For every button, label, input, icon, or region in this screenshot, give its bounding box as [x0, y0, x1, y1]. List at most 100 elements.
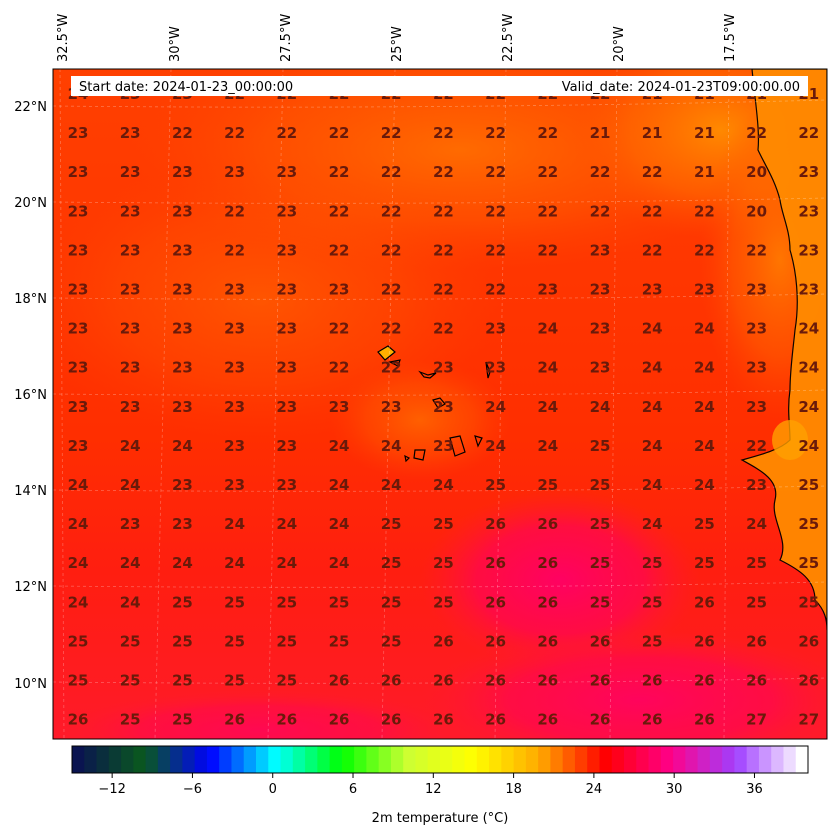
- grid-value: 23: [798, 281, 819, 299]
- grid-value: 24: [798, 320, 819, 338]
- longitude-label: 27.5°W: [279, 14, 294, 62]
- grid-value: 23: [172, 281, 193, 299]
- latitude-label: 20°N: [14, 196, 47, 211]
- grid-value: 25: [485, 476, 506, 494]
- grid-value: 24: [485, 398, 506, 416]
- grid-value: 23: [276, 476, 297, 494]
- grid-value: 24: [798, 437, 819, 455]
- grid-value: 25: [798, 554, 819, 572]
- grid-value: 27: [798, 711, 819, 729]
- grid-value: 22: [590, 202, 611, 220]
- grid-value: 23: [433, 437, 454, 455]
- grid-value: 23: [68, 124, 89, 142]
- grid-value: 24: [68, 554, 89, 572]
- grid-value: 26: [433, 711, 454, 729]
- latitude-label: 18°N: [14, 292, 47, 307]
- grid-value: 26: [485, 515, 506, 533]
- grid-value: 25: [433, 515, 454, 533]
- grid-value: 22: [381, 320, 402, 338]
- grid-value: 23: [433, 398, 454, 416]
- grid-value: 26: [485, 554, 506, 572]
- grid-value: 22: [329, 320, 350, 338]
- grid-value: 23: [224, 398, 245, 416]
- grid-value: 22: [694, 241, 715, 259]
- grid-value: 22: [746, 241, 767, 259]
- grid-value: 26: [329, 711, 350, 729]
- grid-value: 24: [537, 437, 558, 455]
- grid-value: 21: [642, 124, 663, 142]
- latitude-label: 16°N: [14, 388, 47, 403]
- grid-value: 23: [120, 202, 141, 220]
- grid-value: 23: [120, 241, 141, 259]
- grid-value: 22: [798, 124, 819, 142]
- grid-value: 25: [694, 554, 715, 572]
- grid-value: 23: [746, 359, 767, 377]
- grid-value: 24: [276, 554, 297, 572]
- grid-value: 25: [642, 554, 663, 572]
- grid-value: 23: [172, 202, 193, 220]
- grid-value: 26: [537, 554, 558, 572]
- grid-value: 26: [590, 711, 611, 729]
- grid-value: 23: [798, 241, 819, 259]
- grid-value: 22: [746, 437, 767, 455]
- grid-value: 25: [642, 593, 663, 611]
- grid-value: 24: [120, 554, 141, 572]
- grid-value: 25: [798, 515, 819, 533]
- grid-value: 25: [224, 593, 245, 611]
- colorbar-tick-label: 6: [349, 782, 357, 797]
- grid-value: 24: [485, 437, 506, 455]
- grid-value: 25: [381, 632, 402, 650]
- grid-value: 22: [746, 124, 767, 142]
- grid-value: 24: [798, 359, 819, 377]
- grid-value: 25: [746, 554, 767, 572]
- grid-value: 24: [329, 515, 350, 533]
- grid-value: 22: [537, 241, 558, 259]
- grid-value: 26: [590, 672, 611, 690]
- grid-value: 23: [381, 398, 402, 416]
- grid-value: 24: [172, 437, 193, 455]
- grid-value: 24: [537, 320, 558, 338]
- grid-value: 24: [120, 593, 141, 611]
- colorbar-tick-label: 30: [666, 782, 683, 797]
- grid-value: 26: [537, 672, 558, 690]
- grid-value: 25: [276, 672, 297, 690]
- grid-value: 22: [485, 241, 506, 259]
- grid-value: 25: [276, 632, 297, 650]
- grid-value: 24: [537, 359, 558, 377]
- grid-value: 22: [642, 202, 663, 220]
- grid-value: 23: [590, 359, 611, 377]
- grid-value: 23: [276, 398, 297, 416]
- grid-value: 26: [642, 711, 663, 729]
- colorbar-tick-label: −6: [183, 782, 202, 797]
- grid-value: 23: [329, 398, 350, 416]
- grid-value: 26: [485, 632, 506, 650]
- grid-value: 23: [276, 359, 297, 377]
- grid-value: 24: [694, 320, 715, 338]
- grid-value: 25: [537, 476, 558, 494]
- grid-value: 25: [642, 632, 663, 650]
- grid-value: 22: [381, 241, 402, 259]
- grid-value: 25: [381, 554, 402, 572]
- grid-value: 23: [433, 359, 454, 377]
- grid-value: 23: [590, 241, 611, 259]
- grid-value: 23: [276, 281, 297, 299]
- latitude-label: 22°N: [14, 100, 47, 115]
- grid-value: 23: [798, 202, 819, 220]
- grid-value: 23: [276, 241, 297, 259]
- grid-value: 26: [537, 515, 558, 533]
- grid-value: 23: [485, 320, 506, 338]
- grid-value: 23: [746, 398, 767, 416]
- grid-value: 25: [329, 593, 350, 611]
- grid-value: 25: [172, 711, 193, 729]
- grid-value: 25: [381, 515, 402, 533]
- grid-value: 25: [276, 593, 297, 611]
- grid-value: 26: [381, 672, 402, 690]
- grid-value: 26: [798, 632, 819, 650]
- grid-value: 23: [224, 163, 245, 181]
- grid-value: 25: [120, 711, 141, 729]
- grid-value: 22: [329, 163, 350, 181]
- grid-value: 23: [694, 281, 715, 299]
- grid-value: 23: [68, 398, 89, 416]
- grid-value: 22: [329, 241, 350, 259]
